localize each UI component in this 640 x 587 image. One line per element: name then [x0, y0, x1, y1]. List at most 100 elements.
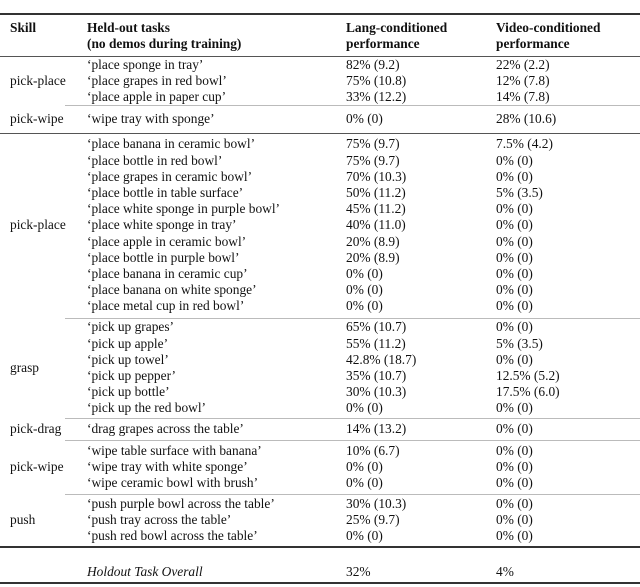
lang-cell: 0% (0) — [346, 110, 383, 126]
lang-cell: 0% (0) — [346, 298, 383, 314]
table-row: ‘place apple in ceramic bowl’ 20% (8.9) 0%… — [0, 234, 640, 250]
task-cell: ‘pick up the red bowl’ — [87, 400, 206, 416]
video-cell: 5% (3.5) — [496, 185, 543, 200]
lang-cell: 75% (9.7) — [346, 136, 400, 152]
group-divider — [65, 418, 640, 419]
table-row: ‘place white sponge in purple bowl’ 45% (… — [0, 201, 640, 217]
lang-cell: 75% (10.8) — [346, 72, 407, 88]
table-row: ‘pick up grapes’ 65% (10.7) 0% (0) — [0, 319, 640, 335]
skill-label: pick-place — [10, 72, 66, 88]
video-cell: 0% (0) — [496, 168, 533, 184]
group-divider — [65, 318, 640, 319]
task-cell: ‘pick up bottle’ — [87, 384, 170, 400]
task-cell: ‘pick up apple’ — [87, 335, 169, 351]
video-cell: 0% (0) — [496, 351, 533, 367]
lang-cell: 65% (10.7) — [346, 319, 407, 335]
skill-label: grasp — [10, 359, 40, 375]
video-cell: 0% (0) — [496, 298, 533, 314]
table-row: ‘wipe table surface with banana’ 10% (6.7… — [0, 443, 640, 459]
video-cell: 7.5% (4.2) — [496, 136, 553, 152]
lang-cell: 70% (10.3) — [346, 168, 407, 184]
lang-cell: 20% (8.9) — [346, 233, 400, 249]
lang-cell: 0% (0) — [346, 400, 383, 416]
video-cell: 0% (0) — [496, 282, 533, 298]
video-cell: 0% (0) — [496, 400, 533, 416]
table-row: ‘pick up bottle’ 30% (10.3) 17.5% (6.0) — [0, 384, 640, 400]
table-row: ‘push tray across the table’ 25% (9.7) 0% … — [0, 512, 640, 528]
table-row: ‘pick up apple’ 55% (11.2) 5% (3.5) — [0, 336, 640, 352]
video-cell: 14% (7.8) — [496, 89, 550, 105]
task-cell: ‘wipe table surface with banana’ — [87, 442, 262, 458]
video-cell: 12.5% (5.2) — [496, 368, 560, 383]
overall-lang: 32% — [346, 564, 371, 579]
lang-cell: 55% (11.2) — [346, 335, 406, 351]
task-cell: ‘place bottle in red bowl’ — [87, 152, 223, 168]
video-cell: 22% (2.2) — [496, 56, 550, 72]
group-skill: pick-wipe — [0, 459, 640, 475]
group-skill: pick-drag — [0, 421, 640, 437]
video-cell: 0% (0) — [496, 475, 533, 491]
overall-row: Holdout Task Overall 32% 4% — [0, 564, 640, 580]
lang-cell: 0% (0) — [346, 528, 383, 544]
table-row: ‘pick up the red bowl’ 0% (0) 0% (0) — [0, 400, 640, 416]
task-cell: ‘place metal cup in red bowl’ — [87, 298, 245, 314]
task-cell: ‘place banana on white sponge’ — [87, 282, 257, 298]
task-cell: ‘push tray across the table’ — [87, 511, 232, 527]
table-row: ‘place white sponge in tray’ 40% (11.0) 0%… — [0, 217, 640, 233]
video-cell: 0% (0) — [496, 442, 533, 458]
task-cell: ‘place bottle in purple bowl’ — [87, 249, 240, 265]
skill-label: pick-drag — [10, 420, 62, 436]
lang-cell: 0% (0) — [346, 458, 383, 474]
table-row: ‘place bottle in purple bowl’ 20% (8.9) 0%… — [0, 250, 640, 266]
top-rule — [0, 13, 640, 15]
table-row: ‘place bottle in red bowl’ 75% (9.7) 0% (0… — [0, 153, 640, 169]
section-rule — [0, 133, 640, 134]
skill-label: push — [10, 511, 36, 527]
task-cell: ‘place bottle in table surface’ — [87, 185, 244, 200]
table-row: ‘place grapes in ceramic bowl’ 70% (10.3)… — [0, 169, 640, 185]
task-cell: ‘push purple bowl across the table’ — [87, 495, 275, 511]
task-cell: ‘wipe tray with sponge’ — [87, 110, 215, 126]
lang-cell: 33% (12.2) — [346, 89, 407, 105]
task-cell: ‘place apple in ceramic bowl’ — [87, 233, 247, 249]
header-lang-line2: performance — [346, 36, 420, 51]
skill-label: pick-wipe — [10, 458, 64, 474]
table-row: ‘push purple bowl across the table’ 30% (… — [0, 496, 640, 512]
task-cell: ‘place apple in paper cup’ — [87, 89, 227, 105]
table-row: ‘place apple in paper cup’ 33% (12.2) 14% … — [0, 89, 640, 105]
video-cell: 17.5% (6.0) — [496, 384, 560, 400]
task-cell: ‘wipe ceramic bowl with brush’ — [87, 475, 259, 491]
video-cell: 0% (0) — [496, 249, 533, 265]
video-cell: 0% (0) — [496, 217, 533, 233]
table-row: ‘wipe tray with sponge’ 0% (0) 28% (10.6) — [0, 111, 640, 127]
table-row: ‘pick up towel’ 42.8% (18.7) 0% (0) — [0, 352, 640, 368]
skill-label: pick-wipe — [10, 110, 64, 126]
task-cell: ‘place white sponge in purple bowl’ — [87, 201, 280, 217]
table-row: ‘place sponge in tray’ 82% (9.2) 22% (2.2) — [0, 57, 640, 73]
task-cell: ‘wipe tray with white sponge’ — [87, 458, 248, 474]
video-cell: 0% (0) — [496, 266, 533, 281]
table-row: ‘wipe ceramic bowl with brush’ 0% (0) 0% (… — [0, 475, 640, 491]
group-skill: pick-place — [0, 73, 640, 89]
table-row: ‘pick up pepper’ 35% (10.7) 12.5% (5.2) — [0, 368, 640, 384]
lang-cell: 30% (10.3) — [346, 495, 407, 511]
lang-cell: 14% (13.2) — [346, 420, 407, 436]
header-lang: Lang-conditioned performance — [346, 20, 447, 52]
lang-cell: 50% (11.2) — [346, 185, 406, 200]
table-row: ‘place grapes in red bowl’ 75% (10.8) 12% … — [0, 73, 640, 89]
table-row: ‘place banana in ceramic cup’ 0% (0) 0% (0… — [0, 266, 640, 282]
group-skill: push — [0, 512, 640, 528]
group-skill: pick-wipe — [0, 111, 640, 127]
video-cell: 0% (0) — [496, 458, 533, 474]
task-cell: ‘drag grapes across the table’ — [87, 420, 244, 436]
task-cell: ‘place white sponge in tray’ — [87, 217, 237, 233]
table-row: ‘place bottle in table surface’ 50% (11.2… — [0, 185, 640, 201]
video-cell: 0% (0) — [496, 420, 533, 436]
header-video: Video-conditioned performance — [496, 20, 600, 52]
task-cell: ‘pick up pepper’ — [87, 368, 176, 383]
table-row: ‘place metal cup in red bowl’ 0% (0) 0% (0… — [0, 298, 640, 314]
lang-cell: 25% (9.7) — [346, 511, 400, 527]
group-divider — [65, 440, 640, 441]
header-video-line2: performance — [496, 36, 570, 51]
